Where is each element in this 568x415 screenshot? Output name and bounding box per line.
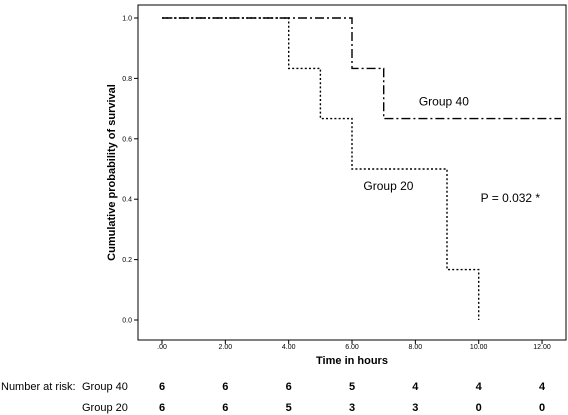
risk-count: 3 (349, 402, 355, 414)
risk-count: 6 (222, 402, 228, 414)
series-line-group-40 (162, 17, 561, 120)
x-tick-label: 10.00 (470, 344, 488, 351)
risk-table-label: Number at risk: (1, 381, 76, 393)
annotation-label: Group 40 (419, 95, 469, 109)
y-tick-label: 0.0 (122, 318, 132, 325)
risk-count: 4 (539, 381, 546, 393)
annotation-layer: Group 40 Group 20 P = 0.032 * (363, 95, 540, 206)
risk-count: 4 (412, 381, 419, 393)
series-layer (162, 17, 561, 320)
annotation-label: P = 0.032 * (481, 191, 541, 205)
x-tick-label: 12.00 (533, 344, 551, 351)
y-tick-label: 0.8 (122, 76, 132, 83)
risk-count: 5 (349, 381, 355, 393)
y-tick-label: 0.6 (122, 136, 132, 143)
x-tick-label: 8.00 (409, 344, 423, 351)
risk-row-group-label: Group 40 (82, 381, 128, 393)
y-axis-ticks: 0.0 0.2 0.4 0.6 0.8 1.0 (122, 16, 138, 325)
risk-count: 6 (222, 381, 228, 393)
x-tick-label: 4.00 (282, 344, 296, 351)
y-axis-title: Cumulative probability of survival (106, 84, 118, 261)
x-axis-title: Time in hours (316, 355, 388, 367)
risk-count: 6 (159, 402, 165, 414)
annotation-label: Group 20 (363, 179, 413, 193)
risk-count: 5 (286, 402, 292, 414)
risk-count: 0 (476, 402, 482, 414)
risk-count: 6 (286, 381, 292, 393)
risk-count: 6 (159, 381, 165, 393)
y-tick-label: 0.4 (122, 197, 132, 204)
x-axis-ticks: .00 2.00 4.00 6.00 8.00 10.00 12.00 (157, 340, 551, 351)
x-tick-label: 6.00 (345, 344, 359, 351)
x-tick-label: .00 (157, 344, 167, 351)
risk-count: 4 (476, 381, 483, 393)
y-tick-label: 0.2 (122, 257, 132, 264)
x-tick-label: 2.00 (219, 344, 233, 351)
risk-row-group-label: Group 20 (82, 402, 128, 414)
number-at-risk-table: Number at risk: Group 40 6 6 6 5 4 4 4 Group 20 6… (1, 381, 546, 414)
risk-count: 3 (412, 402, 418, 414)
risk-count: 0 (539, 402, 545, 414)
y-tick-label: 1.0 (122, 16, 132, 23)
series-line-group-20 (162, 17, 480, 320)
